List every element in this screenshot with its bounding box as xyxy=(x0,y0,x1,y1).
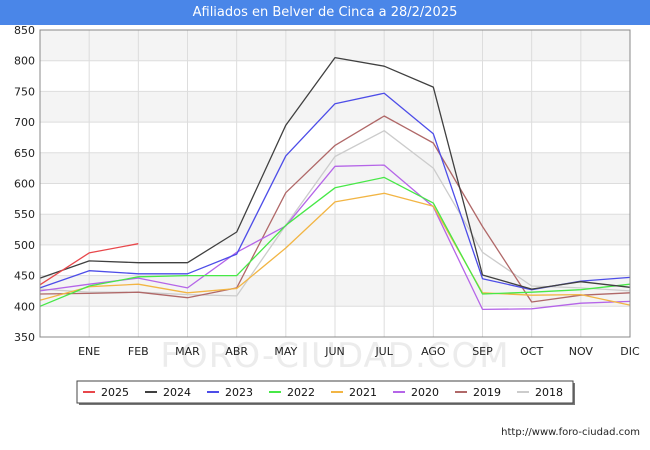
series-line-2022 xyxy=(39,176,631,307)
y-tick-label: 650 xyxy=(14,147,35,160)
series-line-2020 xyxy=(39,164,631,311)
y-tick-label: 450 xyxy=(14,270,35,283)
watermark-text: FORO-CIUDAD.COM xyxy=(160,336,509,376)
legend-label-2024: 2024 xyxy=(163,386,191,399)
legend-label-2023: 2023 xyxy=(225,386,253,399)
y-tick-label: 500 xyxy=(14,239,35,252)
y-tick-label: 350 xyxy=(14,331,35,344)
legend-label-2021: 2021 xyxy=(349,386,377,399)
x-tick-label: OCT xyxy=(520,345,543,358)
chart-title: Afiliados en Belver de Cinca a 28/2/2025 xyxy=(192,5,458,20)
footer-url: http://www.foro-ciudad.com xyxy=(501,427,640,438)
y-tick-label: 850 xyxy=(14,24,35,37)
x-tick-label: AGO xyxy=(421,345,446,358)
x-tick-label: ENE xyxy=(78,345,100,358)
x-tick-label: JUL xyxy=(374,345,393,358)
x-tick-label: DIC xyxy=(620,345,640,358)
y-tick-label: 550 xyxy=(14,208,35,221)
series-line-2025 xyxy=(39,243,139,286)
legend-label-2025: 2025 xyxy=(101,386,129,399)
x-tick-label: FEB xyxy=(128,345,149,358)
x-axis-ticks: ENE FEB MAR ABR MAY JUN JUL AGO SEP OCT NOV DIC xyxy=(78,345,640,358)
x-tick-label: SEP xyxy=(472,345,493,358)
x-tick-label: NOV xyxy=(569,345,594,358)
series-line-2019 xyxy=(39,115,631,303)
legend-label-2018: 2018 xyxy=(535,386,563,399)
y-tick-label: 750 xyxy=(14,85,35,98)
x-tick-label: ABR xyxy=(225,345,248,358)
y-tick-label: 800 xyxy=(14,55,35,68)
legend-box xyxy=(76,380,574,404)
x-tick-label: JUN xyxy=(324,345,345,358)
legend-label-2022: 2022 xyxy=(287,386,315,399)
y-tick-label: 700 xyxy=(14,116,35,129)
legend: 2025 2024 2023 2022 2021 2020 2019 2018 xyxy=(76,380,575,405)
plot-frame xyxy=(39,29,631,338)
series-lines xyxy=(39,56,631,311)
y-axis-ticks: 350 400 450 500 550 600 650 700 750 800 850 xyxy=(14,24,35,344)
y-tick-label: 600 xyxy=(14,178,35,191)
x-tick-label: MAR xyxy=(175,345,200,358)
series-line-2024 xyxy=(39,56,631,290)
legend-label-2019: 2019 xyxy=(473,386,501,399)
y-tick-label: 400 xyxy=(14,300,35,313)
series-line-2021 xyxy=(39,192,631,306)
title-bar xyxy=(0,0,650,25)
x-tick-label: MAY xyxy=(274,345,297,358)
legend-label-2020: 2020 xyxy=(411,386,439,399)
